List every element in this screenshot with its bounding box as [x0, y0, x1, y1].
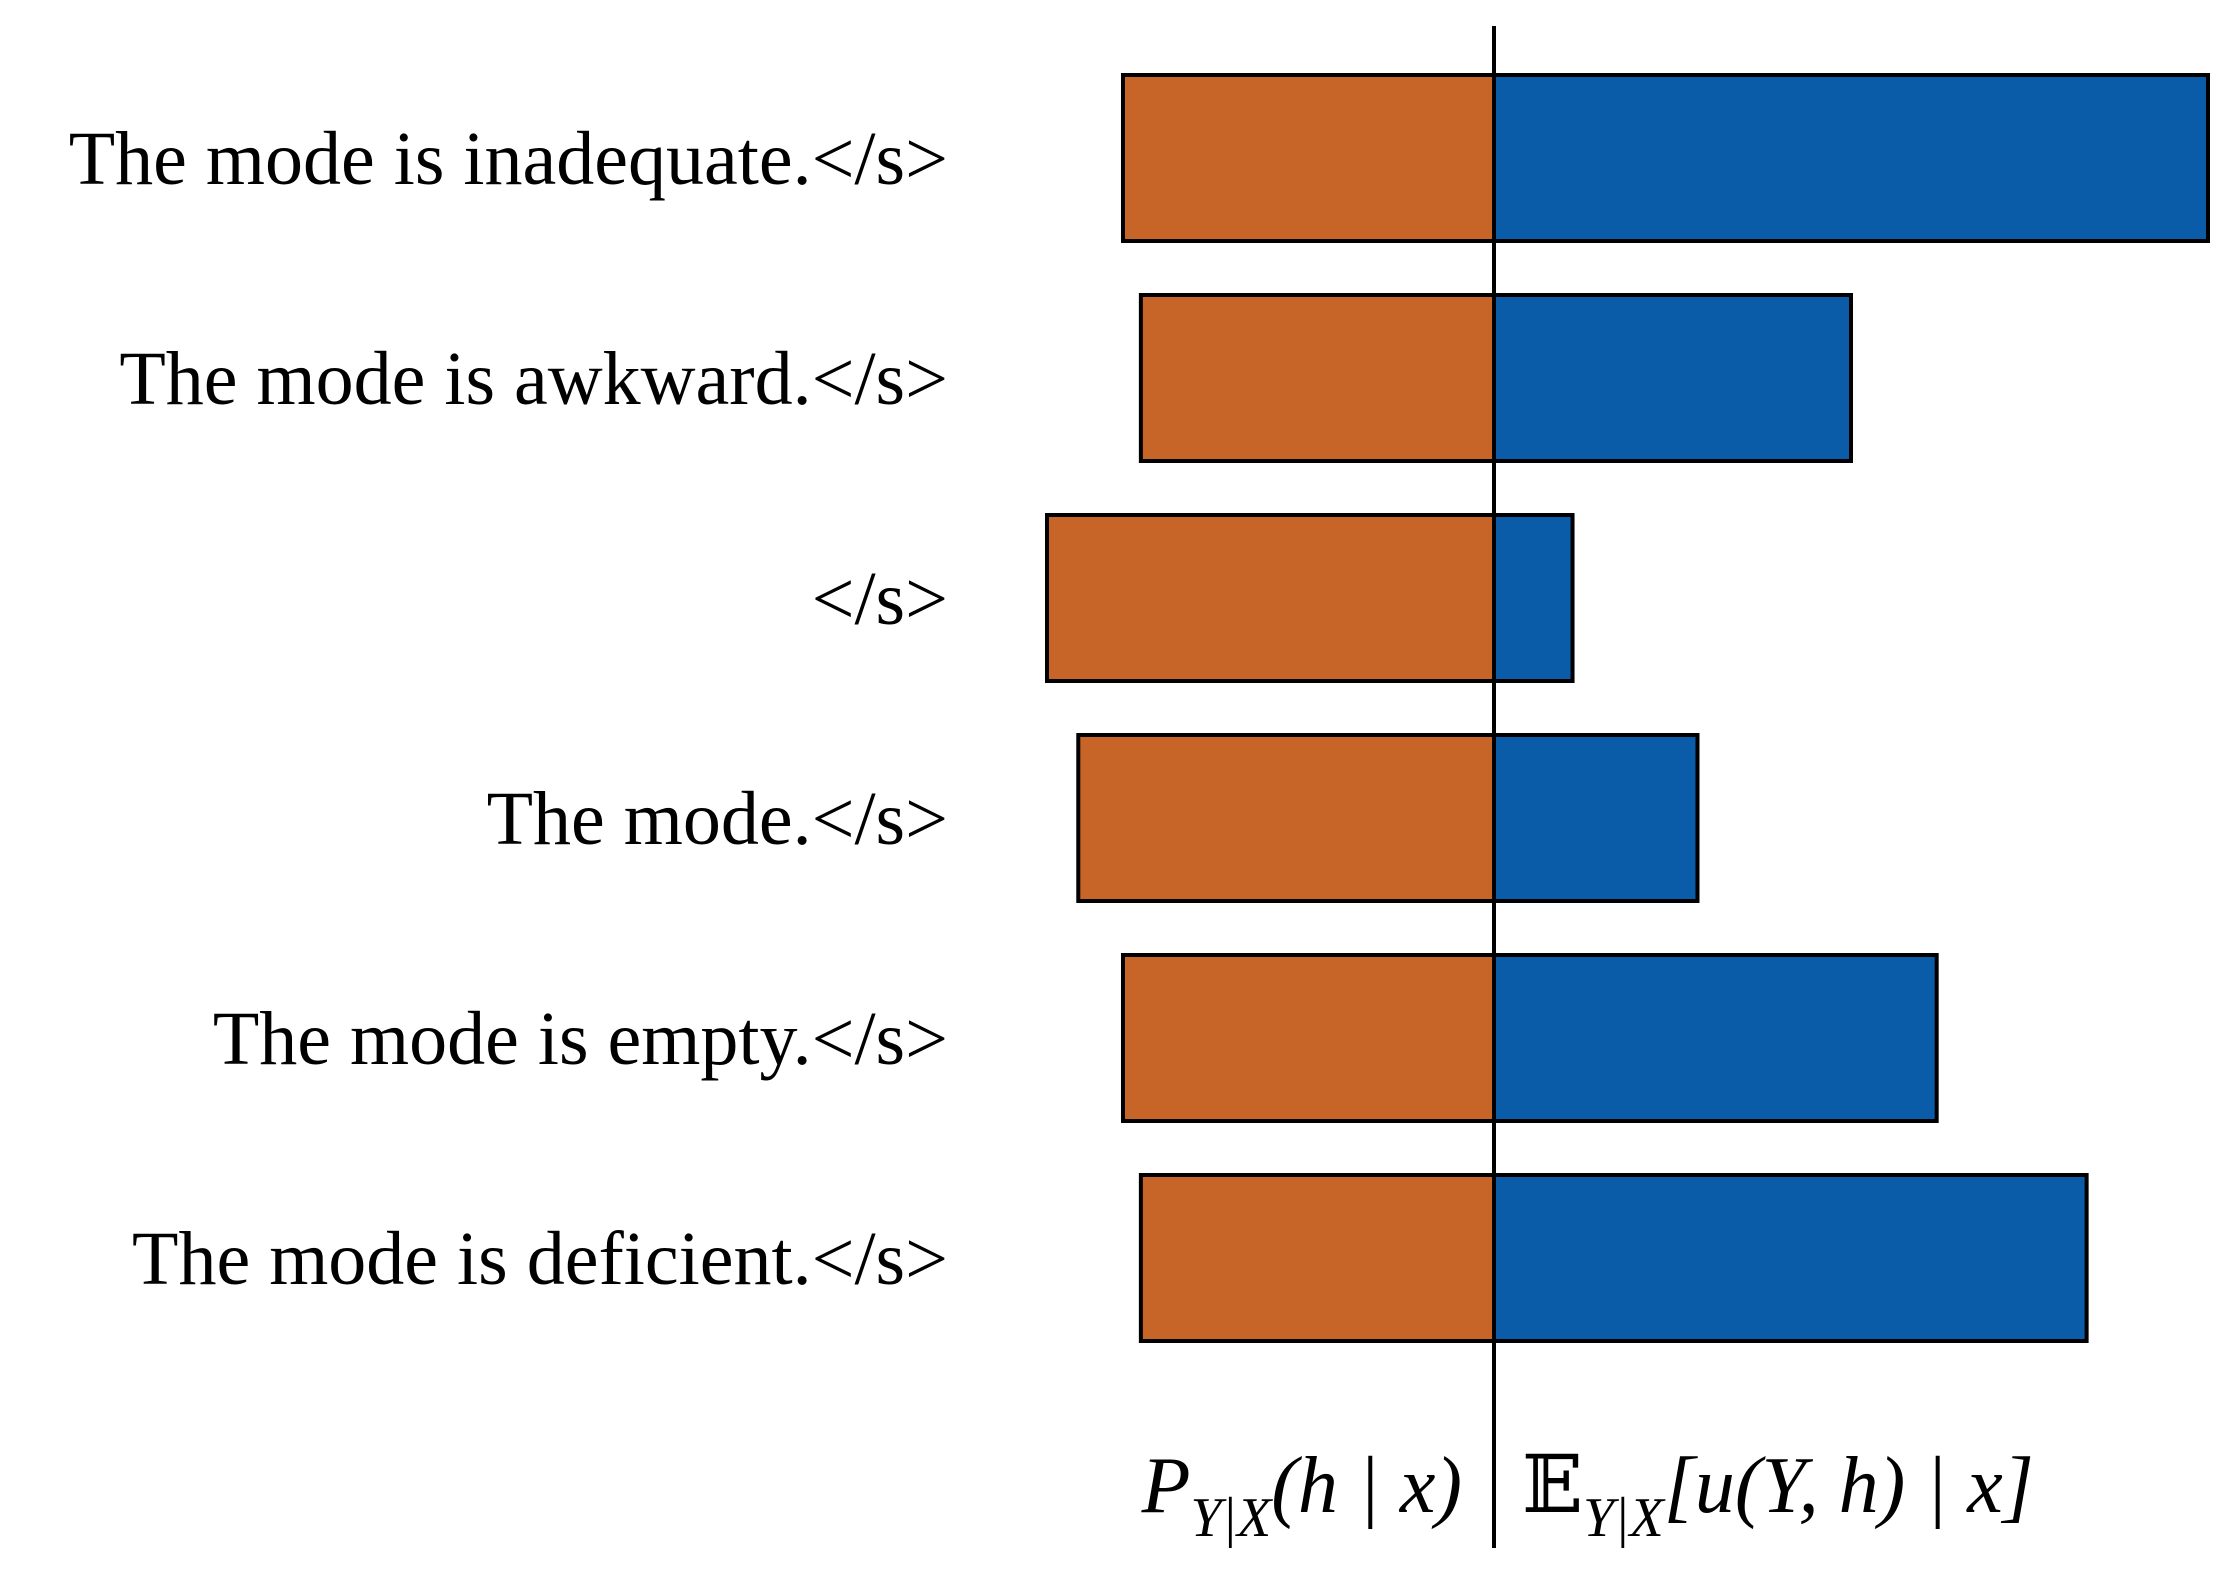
right-axis-label-sub: Y|X	[1583, 1487, 1667, 1549]
left-bar-1	[1138, 293, 1496, 463]
category-label-3: The mode.</s>	[487, 777, 948, 861]
right-axis-label-args: [u(Y, h) | x]	[1664, 1442, 2034, 1530]
left-axis-label: PY|X(h | x)	[1141, 1442, 1462, 1549]
category-labels: The mode is inadequate.</s> The mode is a…	[69, 117, 948, 1301]
category-label-2: </s>	[812, 557, 948, 641]
left-axis-label-args: (h | x)	[1271, 1442, 1462, 1530]
left-bar-5	[1138, 1173, 1496, 1343]
category-label-4: The mode is empty.</s>	[213, 997, 948, 1081]
right-axis-label-main: 𝔼	[1522, 1442, 1583, 1530]
right-bar-1	[1492, 293, 1853, 463]
left-axis-label-sub: Y|X	[1190, 1487, 1274, 1549]
left-bar-0	[1120, 73, 1496, 243]
right-bar-5	[1492, 1173, 2089, 1343]
category-label-0: The mode is inadequate.</s>	[69, 117, 948, 201]
left-bar-4	[1120, 953, 1496, 1123]
left-bar-3	[1076, 733, 1497, 903]
category-label-5: The mode is deficient.</s>	[132, 1217, 948, 1301]
left-bar-2	[1045, 513, 1496, 683]
category-label-1: The mode is awkward.</s>	[119, 337, 948, 421]
right-bar-3	[1492, 733, 1700, 903]
right-bar-0	[1492, 73, 2210, 243]
right-bar-4	[1492, 953, 1939, 1123]
right-axis-label: 𝔼Y|X[u(Y, h) | x]	[1522, 1442, 2034, 1549]
bars-layer	[1045, 73, 2210, 1343]
left-axis-label-main: P	[1141, 1442, 1191, 1530]
right-bar-2	[1492, 513, 1575, 683]
